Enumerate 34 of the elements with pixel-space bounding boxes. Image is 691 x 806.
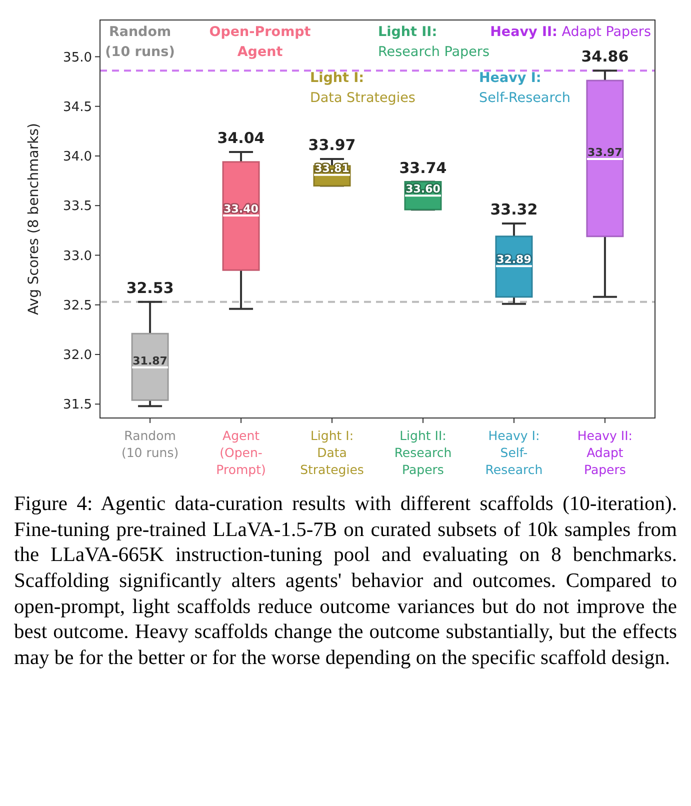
annotation: 33.40 <box>224 202 259 216</box>
annotation: 33.32 <box>490 200 538 218</box>
y-tick-label: 34.5 <box>63 100 92 115</box>
annotation: Random (10 runs) <box>105 24 175 60</box>
x-tick-label: Heavy II: Adapt Papers <box>577 428 633 477</box>
y-axis-title: Avg Scores (8 benchmarks) <box>26 123 42 315</box>
annotation: 32.53 <box>126 278 174 297</box>
annotation: Light II: Research Papers <box>378 24 490 60</box>
x-tick-label: Heavy I: Self- Research <box>485 428 543 477</box>
x-tick-label: Light II: Research Papers <box>394 428 452 477</box>
annotation: 33.74 <box>399 158 447 177</box>
y-tick-label: 32.0 <box>63 348 92 364</box>
annotation: 34.04 <box>217 129 265 148</box>
annotation: 33.97 <box>588 146 622 159</box>
y-tick-label: 35.0 <box>63 50 92 66</box>
x-tick-label: Agent (Open- Prompt) <box>216 428 266 477</box>
annotation: 34.86 <box>581 48 629 66</box>
x-tick-label: Light I: Data Strategies <box>300 428 364 477</box>
caption: Figure 4: Agentic data-curation results with different scaffolds (10-iteration). Fine-tuning pre-trained LLaVA-1.5-7B on curated subsets of 10k samples from the LLaVA-665K instruction-tuning pool and evaluating on 8 benchmarks. Scaffolding significantly alters agents' behavior and outcomes. Compared to open-prompt, light scaffolds reduce outcome variances but do not improve the best outcome. Heavy scaffolds change the outcome substantially, but the effects may be for the better or for the worse depending on the specific scaffold design. <box>14 492 677 671</box>
annotation: 31.87 <box>132 354 168 368</box>
annotation: Heavy II: Adapt Papers <box>490 24 651 40</box>
y-tick-label: 33.0 <box>63 248 92 264</box>
annotation: 33.97 <box>308 136 356 154</box>
annotation: Open-Prompt Agent <box>209 24 312 60</box>
annotation: 33.60 <box>406 182 441 196</box>
y-tick-label: 31.5 <box>63 398 92 413</box>
y-tick-label: 32.5 <box>63 298 92 314</box>
x-tick-label: Random (10 runs) <box>121 428 179 460</box>
y-tick-label: 34.0 <box>63 150 92 165</box>
annotation: 33.81 <box>314 162 350 175</box>
annotation: Light I: Data Strategies <box>310 70 416 106</box>
y-tick-label: 33.5 <box>63 199 92 214</box>
annotation: Heavy I: Self-Research <box>479 70 570 106</box>
annotation: 32.89 <box>496 253 532 266</box>
